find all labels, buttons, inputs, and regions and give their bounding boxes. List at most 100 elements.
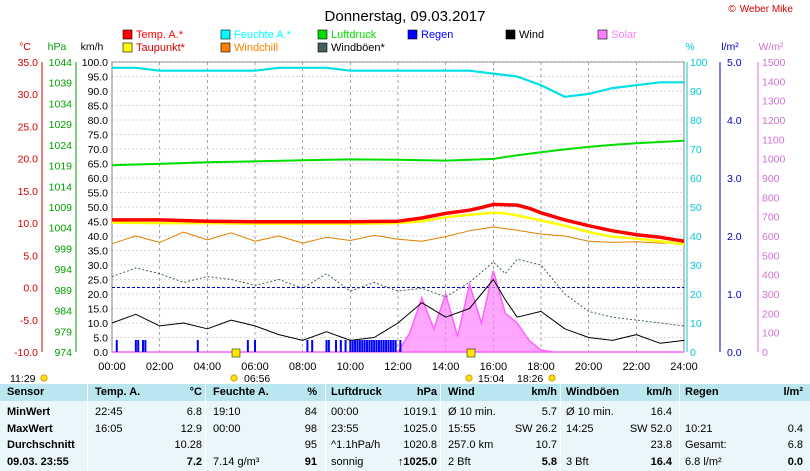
table-header-cell: °C — [189, 386, 202, 398]
rain-bar — [144, 340, 147, 352]
table-cell: 15:55 — [448, 422, 476, 435]
axis-unit-label: % — [685, 41, 694, 53]
wind-tick-label: 5.0 — [93, 333, 108, 345]
legend-swatch-0 — [122, 29, 133, 40]
rain-bar — [370, 340, 373, 352]
table-header-cell: Luftdruck — [331, 386, 382, 398]
rain-bar — [196, 340, 199, 352]
legend-swatch-4 — [505, 29, 516, 40]
table-cell: 23:55 — [331, 422, 359, 435]
table-cell: 10.7 — [535, 439, 557, 451]
solar-tick-label: 900 — [762, 173, 780, 185]
table-cell: 7.2 — [186, 455, 202, 468]
solar-tick-label: 1100 — [762, 134, 785, 146]
table-cell: 0.0 — [787, 455, 803, 468]
chart-title: Donnerstag, 09.03.2017 — [325, 8, 486, 25]
x-tick-label: 04:00 — [194, 361, 222, 373]
series-windgusts — [111, 258, 685, 327]
rain-tick-label: 2.0 — [727, 231, 742, 243]
wind-tick-label: 60.0 — [88, 173, 109, 185]
rain-bar — [335, 340, 338, 352]
table-cell: 6.8 — [787, 439, 803, 451]
legend-swatch-2 — [317, 29, 328, 40]
wind-tick-label: 15.0 — [88, 304, 109, 316]
series-solar — [112, 270, 684, 353]
table-cell: 16:05 — [95, 422, 123, 435]
table-header-cell: km/h — [646, 386, 672, 398]
temp-tick-label: 30.0 — [18, 89, 39, 101]
table-cell: 91 — [304, 455, 317, 468]
series-temperature — [112, 202, 685, 243]
legend-label-5: Solar — [611, 29, 637, 41]
rain-bar — [134, 340, 137, 352]
axis-unit-label: W/m² — [758, 41, 784, 53]
pressure-tick-label: 974 — [54, 347, 72, 359]
x-tick-label: 24:00 — [670, 361, 698, 373]
table-cell: 1025.0 — [403, 422, 437, 435]
rain-bar — [377, 340, 380, 352]
copyright-icon: © — [728, 4, 736, 15]
axis-unit-label: km/h — [81, 41, 104, 53]
legend-swatch-3 — [407, 29, 418, 40]
table-header-cell: Sensor — [7, 386, 45, 398]
solar-tick-label: 800 — [762, 192, 780, 204]
wind-tick-label: 85.0 — [88, 101, 109, 113]
humidity-tick-label: 60 — [690, 173, 702, 185]
axis-unit-label: °C — [19, 41, 31, 53]
humidity-tick-label: 30 — [690, 260, 702, 272]
table-cell: 84 — [304, 406, 317, 418]
table-header-cell: Feuchte A. — [213, 386, 269, 398]
table-cell: ^1.1hPa/h — [331, 439, 381, 451]
humidity-tick-label: 20 — [690, 289, 702, 301]
humidity-tick-label: 10 — [690, 318, 702, 330]
humidity-tick-label: 0 — [690, 347, 696, 359]
table-cell: 95 — [304, 439, 317, 451]
table-cell: 16.4 — [650, 406, 672, 418]
x-tick-label: 06:00 — [241, 361, 269, 373]
rain-bar — [389, 340, 392, 352]
table-cell: SW 52.0 — [629, 422, 672, 435]
rain-bar — [254, 340, 256, 352]
rain-tick-label: 5.0 — [727, 57, 742, 69]
sun-icon — [40, 374, 48, 382]
rain-bar — [366, 340, 369, 352]
wind-tick-label: 10.0 — [88, 318, 109, 330]
rain-bar — [349, 340, 352, 352]
pressure-tick-label: 994 — [54, 264, 72, 276]
legend-swatch-1 — [220, 29, 231, 40]
rain-bar — [354, 340, 357, 352]
series-dewpoint — [111, 211, 685, 246]
table-header-cell: Windböen — [566, 386, 620, 398]
table-cell: 1020.8 — [403, 439, 437, 451]
wind-tick-label: 35.0 — [88, 246, 109, 258]
wind-tick-label: 50.0 — [88, 202, 109, 214]
series-wind — [111, 279, 685, 344]
rain-bar — [137, 340, 140, 352]
solar-tick-label: 1000 — [762, 154, 786, 166]
table-cell: 19:10 — [213, 406, 241, 418]
rain-bar — [356, 340, 359, 352]
table-header-cell: hPa — [416, 386, 437, 398]
pressure-tick-label: 1004 — [49, 223, 73, 235]
wind-tick-label: 30.0 — [88, 260, 109, 272]
wind-tick-label: 45.0 — [88, 217, 109, 229]
table-cell: 6.8 l/m² — [685, 455, 722, 468]
temp-tick-label: 10.0 — [18, 218, 39, 230]
rain-bar — [115, 340, 118, 352]
pressure-tick-label: 999 — [54, 243, 72, 255]
x-tick-label: 00:00 — [98, 361, 126, 373]
solar-tick-label: 1500 — [762, 57, 786, 69]
pressure-tick-label: 1014 — [49, 181, 73, 193]
wind-tick-label: 95.0 — [88, 72, 109, 84]
rain-tick-label: 0.0 — [727, 347, 742, 359]
x-tick-label: 08:00 — [289, 361, 317, 373]
wind-tick-label: 55.0 — [88, 188, 109, 200]
wind-tick-label: 20.0 — [88, 289, 109, 301]
table-header-cell: Wind — [448, 386, 475, 398]
legend-label-2: Luftdruck — [331, 29, 377, 41]
solar-tick-label: 400 — [762, 270, 780, 282]
table-row-label: 09.03. 23:55 — [7, 455, 69, 468]
table-cell: 1019.1 — [403, 406, 437, 418]
rain-tick-label: 3.0 — [727, 173, 742, 185]
moonrise-marker-box — [466, 348, 476, 358]
